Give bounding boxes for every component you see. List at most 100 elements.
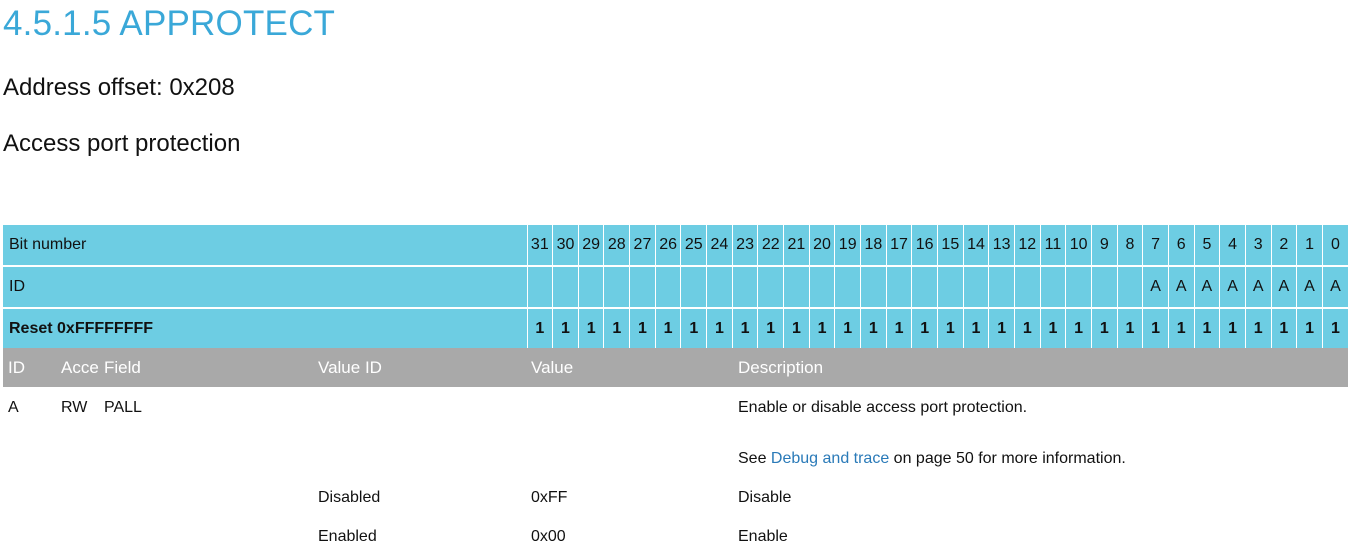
value-disabled: 0xFF — [531, 489, 568, 506]
see-prefix: See — [738, 450, 771, 467]
bit-number-row: Bit number 31 30 29 28 27 26 25 24 23 22 21 20 19 18 1… — [3, 225, 1348, 267]
bit-number-cell: 0 — [1321, 225, 1348, 267]
bit-number-cell: 31 — [526, 225, 553, 267]
reset-value-cell: 1 — [1116, 308, 1143, 351]
bit-number-cell: 30 — [552, 225, 579, 267]
empty-cell — [526, 426, 733, 477]
header-id: ID — [3, 348, 56, 387]
bit-number-cell: 28 — [603, 225, 630, 267]
bit-id-cell — [1039, 266, 1066, 309]
bit-id-cell — [629, 266, 656, 309]
reset-value-cell: 1 — [731, 308, 758, 351]
reset-value-cell: 1 — [860, 308, 887, 351]
bit-id-cell — [808, 266, 835, 309]
reset-value-cell: 1 — [1321, 308, 1348, 351]
reset-value-cell: 1 — [654, 308, 681, 351]
reset-value-cell: 1 — [834, 308, 861, 351]
bit-number-cell: 9 — [1090, 225, 1118, 267]
bit-id-cell — [885, 266, 912, 309]
header-access: Acce — [56, 348, 99, 387]
reset-value-cell: 1 — [1244, 308, 1272, 351]
bit-id-cell — [757, 266, 784, 309]
reset-value-cell: 1 — [783, 308, 810, 351]
field-table-header: ID Acce Field Value ID Value Description — [3, 348, 1348, 387]
reset-value-cell: 1 — [603, 308, 630, 351]
bit-id-cell — [731, 266, 758, 309]
bit-number-cell: 8 — [1116, 225, 1143, 267]
bit-number-cell: 1 — [1296, 225, 1323, 267]
empty-cell — [56, 516, 99, 555]
bit-number-cell: 18 — [860, 225, 887, 267]
reset-value-cell: 1 — [526, 308, 553, 351]
bit-number-cell: 7 — [1142, 225, 1169, 267]
reset-value-cell: 1 — [629, 308, 656, 351]
reset-value-cell: 1 — [1167, 308, 1195, 351]
field-description: Enable or disable access port protection… — [738, 399, 1028, 416]
reset-value-cell: 1 — [1065, 308, 1092, 351]
bit-id-cell: A — [1296, 266, 1323, 309]
see-reference: See Debug and trace on page 50 for more … — [733, 426, 1348, 477]
reset-label: Reset 0xFFFFFFFF — [3, 308, 527, 351]
value-id-enabled: Enabled — [318, 528, 377, 545]
bit-number-cell: 16 — [911, 225, 938, 267]
bit-number-cell: 3 — [1244, 225, 1272, 267]
field-table: ID Acce Field Value ID Value Description… — [3, 348, 1348, 555]
bit-number-cell: 6 — [1167, 225, 1195, 267]
reset-value-cell: 1 — [1142, 308, 1169, 351]
reset-value-cell: 1 — [1193, 308, 1220, 351]
bit-number-cell: 2 — [1270, 225, 1297, 267]
empty-cell — [313, 426, 526, 477]
bit-number-cell: 21 — [783, 225, 810, 267]
reset-value-cell: 1 — [1090, 308, 1118, 351]
table-row: See Debug and trace on page 50 for more … — [3, 426, 1348, 477]
register-bit-table: Bit number 31 30 29 28 27 26 25 24 23 22 21 20 19 18 1… — [3, 225, 1348, 351]
header-value: Value — [526, 348, 733, 387]
table-row: Disabled 0xFF Disable — [3, 477, 1348, 516]
bit-number-cell: 29 — [577, 225, 604, 267]
bit-id-cell — [860, 266, 887, 309]
bit-number-cell: 17 — [885, 225, 912, 267]
register-description: Access port protection — [3, 130, 241, 157]
empty-cell — [99, 516, 313, 555]
section-title: 4.5.1.5 APPROTECT — [3, 4, 336, 43]
bit-id-cell: A — [1219, 266, 1246, 309]
empty-cell — [313, 387, 526, 426]
header-field: Field — [99, 348, 313, 387]
field-name: PALL — [104, 399, 142, 416]
reset-value-cell: 1 — [808, 308, 835, 351]
value-enabled: 0x00 — [531, 528, 566, 545]
reset-value-cell: 1 — [757, 308, 784, 351]
reset-value-cell: 1 — [1013, 308, 1041, 351]
empty-cell — [99, 477, 313, 516]
reset-value-cell: 1 — [962, 308, 989, 351]
bit-id-cell: A — [1321, 266, 1348, 309]
reset-value-cell: 1 — [1270, 308, 1297, 351]
field-access: RW — [61, 399, 88, 416]
address-offset: Address offset: 0x208 — [3, 74, 235, 101]
bit-id-cell — [1090, 266, 1118, 309]
bit-id-cell: A — [1270, 266, 1297, 309]
reset-value-cell: 1 — [680, 308, 707, 351]
bit-number-cell: 15 — [937, 225, 964, 267]
empty-cell — [56, 426, 99, 477]
bit-number-cell: 11 — [1039, 225, 1066, 267]
value-description-enabled: Enable — [738, 528, 788, 545]
bit-number-cell: 23 — [731, 225, 758, 267]
reset-value-cell: 1 — [937, 308, 964, 351]
bit-id-cell — [526, 266, 553, 309]
bit-id-cell — [911, 266, 938, 309]
reset-value-cell: 1 — [577, 308, 604, 351]
empty-cell — [99, 426, 313, 477]
table-row: Enabled 0x00 Enable — [3, 516, 1348, 555]
bit-number-label: Bit number — [3, 225, 527, 267]
reset-value-cell: 1 — [1039, 308, 1066, 351]
bit-id-cell — [834, 266, 861, 309]
debug-and-trace-link[interactable]: Debug and trace — [770, 450, 890, 467]
bit-number-cell: 27 — [629, 225, 656, 267]
bit-id-cell — [706, 266, 733, 309]
reset-value-cell: 1 — [885, 308, 912, 351]
bit-number-cell: 19 — [834, 225, 861, 267]
bit-number-cell: 4 — [1219, 225, 1246, 267]
bit-number-cell: 26 — [654, 225, 681, 267]
